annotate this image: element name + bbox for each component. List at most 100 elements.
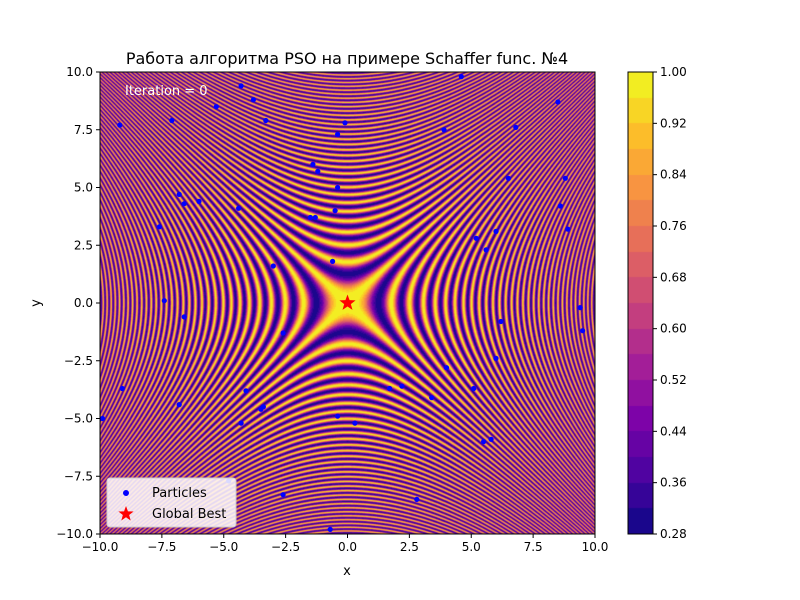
particle-point bbox=[555, 99, 561, 105]
particle-point bbox=[471, 385, 477, 392]
particle-point bbox=[169, 117, 175, 124]
particle-point bbox=[330, 258, 336, 264]
particles-layer bbox=[99, 74, 586, 533]
colorbar-tick-label: 1.00 bbox=[660, 65, 687, 79]
y-axis-label: y bbox=[29, 299, 44, 307]
x-tick-label: −10.0 bbox=[82, 540, 119, 554]
particle-point bbox=[236, 205, 242, 211]
y-tick-label: 7.5 bbox=[74, 123, 93, 137]
particle-point bbox=[270, 263, 276, 269]
particle-point bbox=[213, 104, 219, 110]
x-tick-label: 5.0 bbox=[462, 540, 481, 554]
particle-point bbox=[498, 318, 504, 325]
y-axis: −10.0 −7.5 −5.0 −2.5 0.0 2.5 5.0 7.5 10.0 bbox=[56, 65, 100, 541]
colorbar-tick-label: 0.28 bbox=[660, 527, 687, 541]
x-tick-label: −5.0 bbox=[209, 540, 238, 554]
particle-point bbox=[493, 355, 499, 361]
colorbar-tick-label: 0.52 bbox=[660, 373, 687, 387]
particle-point bbox=[580, 328, 586, 334]
legend-particle-marker bbox=[123, 490, 129, 496]
particle-point bbox=[565, 226, 571, 232]
global-best-layer bbox=[339, 294, 356, 310]
colorbar-tick-label: 0.36 bbox=[660, 476, 687, 490]
particle-point bbox=[99, 415, 106, 422]
particle-point bbox=[238, 83, 244, 89]
legend-particles-label: Particles bbox=[152, 486, 207, 501]
particle-point bbox=[562, 175, 568, 181]
y-tick-label: 5.0 bbox=[74, 181, 93, 195]
particle-point bbox=[335, 413, 341, 419]
particle-point bbox=[196, 198, 202, 204]
particle-point bbox=[315, 168, 321, 174]
particle-point bbox=[481, 439, 487, 445]
chart-title: Работа алгоритма PSO на примере Schaffer… bbox=[126, 49, 568, 68]
x-tick-label: 10.0 bbox=[582, 540, 609, 554]
particle-point bbox=[473, 235, 479, 241]
particle-point bbox=[243, 388, 249, 394]
particle-point bbox=[441, 127, 447, 133]
particle-point bbox=[483, 247, 489, 253]
x-tick-label: 7.5 bbox=[524, 540, 543, 554]
particle-point bbox=[176, 402, 182, 408]
y-tick-label: −7.5 bbox=[64, 469, 93, 483]
particle-point bbox=[429, 395, 435, 401]
colorbar-tick-label: 0.92 bbox=[660, 116, 687, 130]
particle-point bbox=[352, 420, 358, 426]
particle-point bbox=[335, 184, 341, 191]
particle-point bbox=[443, 365, 450, 371]
particle-point bbox=[181, 314, 187, 320]
particle-point bbox=[399, 383, 405, 389]
particle-point bbox=[342, 120, 348, 126]
particle-point bbox=[181, 201, 187, 207]
particle-point bbox=[577, 305, 583, 311]
colorbar-frame bbox=[627, 71, 654, 535]
colorbar-tick-label: 0.68 bbox=[660, 270, 687, 284]
colorbar bbox=[628, 72, 653, 534]
particle-point bbox=[414, 496, 420, 502]
particle-point bbox=[280, 330, 286, 336]
y-tick-label: −5.0 bbox=[64, 412, 93, 426]
y-tick-label: 2.5 bbox=[74, 238, 93, 252]
particle-point bbox=[335, 131, 341, 137]
x-tick-label: 2.5 bbox=[400, 540, 419, 554]
x-tick-label: −2.5 bbox=[271, 540, 300, 554]
particle-point bbox=[307, 214, 313, 221]
x-axis: −10.0 −7.5 −5.0 −2.5 0.0 2.5 5.0 7.5 10.0 bbox=[82, 534, 609, 554]
colorbar-tick-label: 0.84 bbox=[660, 168, 687, 182]
particle-point bbox=[458, 74, 464, 80]
legend-star-marker bbox=[118, 506, 134, 521]
colorbar-tick-label: 0.44 bbox=[660, 424, 687, 438]
particle-point bbox=[263, 117, 269, 124]
particle-point bbox=[176, 191, 182, 197]
colorbar-axis: 0.28 0.36 0.44 0.52 0.60 0.68 0.76 0.84 0.92 1.00 bbox=[653, 65, 687, 541]
particle-point bbox=[327, 526, 333, 533]
particle-point bbox=[250, 97, 256, 103]
x-tick-label: −7.5 bbox=[147, 540, 176, 554]
particle-point bbox=[117, 122, 123, 128]
legend: Particles Global Best bbox=[106, 477, 237, 528]
particle-point bbox=[513, 124, 519, 130]
x-tick-label: 0.0 bbox=[338, 540, 357, 554]
particle-point bbox=[332, 208, 338, 214]
particle-point bbox=[557, 203, 564, 209]
y-tick-label: −10.0 bbox=[56, 527, 93, 541]
y-tick-label: 10.0 bbox=[66, 65, 93, 79]
particle-point bbox=[488, 436, 494, 442]
particle-point bbox=[238, 420, 244, 426]
particle-point bbox=[493, 228, 499, 234]
colorbar-tick-label: 0.60 bbox=[660, 322, 687, 336]
particle-point bbox=[310, 161, 316, 167]
legend-global-best-label: Global Best bbox=[152, 507, 226, 522]
legend-box bbox=[106, 477, 237, 528]
particle-point bbox=[119, 385, 125, 392]
particle-point bbox=[280, 492, 286, 498]
particle-point bbox=[156, 224, 162, 230]
global-best-marker bbox=[339, 294, 356, 310]
colorbar-tick-label: 0.76 bbox=[660, 219, 687, 233]
x-axis-label: x bbox=[343, 564, 351, 579]
particle-point bbox=[161, 298, 167, 304]
y-tick-label: 0.0 bbox=[74, 296, 93, 310]
particle-point bbox=[258, 406, 264, 412]
